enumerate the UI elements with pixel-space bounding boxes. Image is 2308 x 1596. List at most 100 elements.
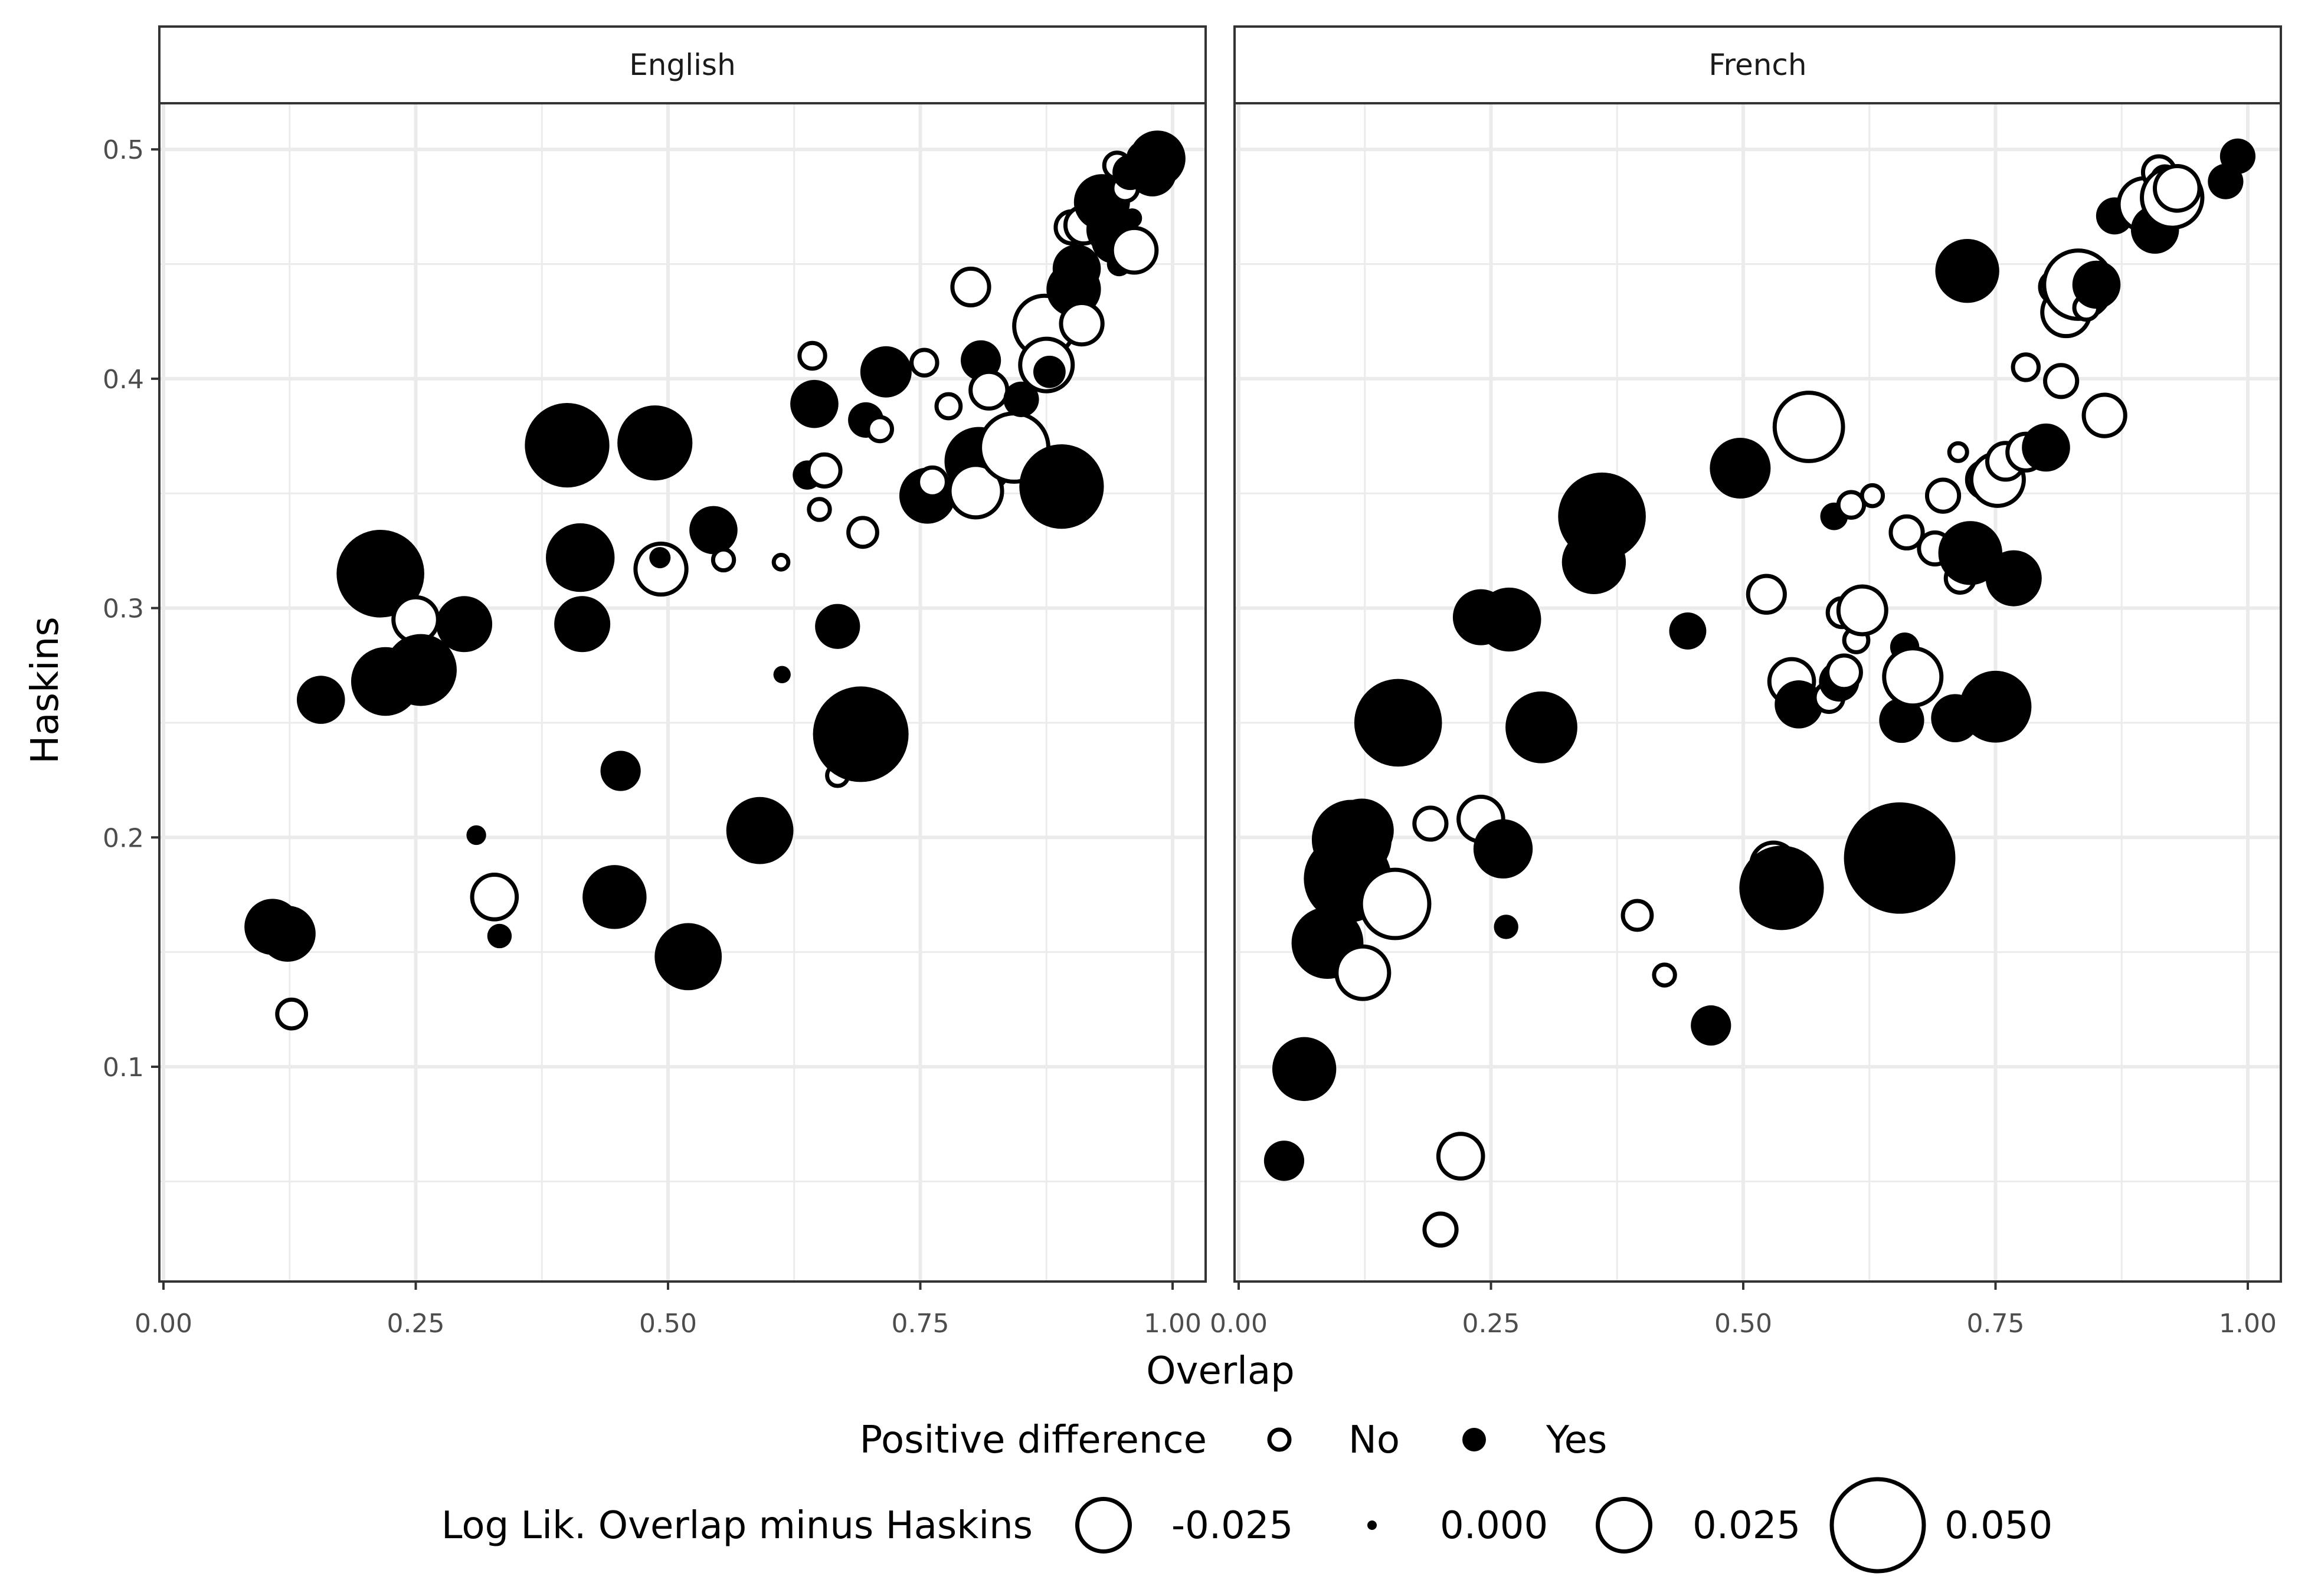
data-point <box>1959 670 2032 743</box>
data-point <box>815 604 860 649</box>
panel-french: French 0.00 0.25 0.50 0.75 1.00 <box>1210 25 2282 1339</box>
data-point <box>726 797 794 864</box>
facet-strip <box>158 25 1207 104</box>
legend-key-size <box>1367 1520 1377 1530</box>
data-point <box>487 923 512 949</box>
x-tick-label: 1.00 <box>2219 1309 2277 1339</box>
data-point <box>1473 819 1533 879</box>
legend-key-size <box>1075 1497 1132 1554</box>
data-point <box>968 369 1010 411</box>
data-point <box>1477 587 1541 652</box>
x-tick-label: 0.75 <box>1967 1309 2025 1339</box>
x-axis-title: Overlap <box>1146 1349 1295 1393</box>
data-point <box>711 547 736 573</box>
y-tick-label: 0.4 <box>103 365 144 395</box>
data-point <box>1272 1037 1337 1102</box>
legend-label-fill: No <box>1348 1418 1400 1462</box>
x-tick-label: 1.00 <box>1144 1309 1202 1339</box>
data-point <box>947 463 1004 520</box>
data-point <box>259 906 316 962</box>
legend-key-size <box>1829 1477 1926 1574</box>
data-point <box>436 596 493 653</box>
legend-key-size <box>1596 1497 1652 1554</box>
data-point <box>466 825 486 845</box>
data-point <box>1334 944 1392 1001</box>
data-point <box>1620 899 1654 932</box>
data-point <box>807 497 832 522</box>
data-point <box>846 516 879 549</box>
data-point <box>1746 573 1787 615</box>
data-point <box>1558 472 1646 561</box>
data-point <box>860 346 912 398</box>
y-tick-label: 0.5 <box>103 135 144 165</box>
data-point <box>934 392 963 421</box>
x-tick-label: 0.25 <box>1462 1309 1520 1339</box>
data-point <box>1003 381 1039 417</box>
data-point <box>771 553 791 572</box>
data-point <box>1052 244 1101 293</box>
data-point <box>275 997 309 1031</box>
panel-english: English 0.00 0.25 0.50 0.75 1.00 0.1 0.2 0.3 0.4 0… <box>103 25 1207 1339</box>
data-point <box>296 676 345 724</box>
data-point <box>1882 646 1944 708</box>
legend: Positive difference No Yes Log Lik. Overlap… <box>441 1418 2052 1574</box>
data-point <box>336 529 424 618</box>
legend-key-fill <box>1267 1427 1292 1452</box>
data-point <box>916 465 949 499</box>
data-point <box>1985 550 2042 607</box>
legend-label-size: -0.025 <box>1171 1504 1293 1548</box>
facet-label: English <box>629 48 736 82</box>
data-point <box>1772 391 1845 463</box>
data-point <box>654 923 722 991</box>
data-point <box>1775 680 1823 729</box>
data-point <box>1354 679 1442 767</box>
y-tick-label: 0.2 <box>103 823 144 853</box>
data-point <box>1739 845 1824 930</box>
data-point <box>1691 1005 1731 1046</box>
legend-title-fill: Positive difference <box>860 1418 1207 1462</box>
x-tick-label: 0.00 <box>1210 1309 1268 1339</box>
data-point <box>582 865 647 929</box>
x-tick-label: 0.75 <box>892 1309 950 1339</box>
data-point <box>1019 444 1104 529</box>
data-point <box>1935 239 1999 303</box>
data-point <box>1879 697 1924 743</box>
data-point <box>1109 225 1159 275</box>
data-point <box>909 348 939 378</box>
data-point <box>1033 355 1066 388</box>
data-point <box>2072 260 2121 309</box>
data-point <box>1358 867 1432 940</box>
data-point <box>790 379 839 428</box>
data-point <box>1059 300 1105 347</box>
data-point <box>866 415 894 444</box>
data-point <box>1263 1141 1305 1181</box>
data-point <box>1888 514 1925 550</box>
legend-label-fill: Yes <box>1546 1418 1607 1462</box>
data-point <box>633 541 689 597</box>
data-point <box>1652 962 1677 988</box>
data-point <box>470 873 519 922</box>
data-point <box>525 403 610 488</box>
y-tick-label: 0.3 <box>103 594 144 624</box>
data-point <box>2022 423 2070 472</box>
data-point <box>1669 612 1707 650</box>
data-point <box>1122 208 1142 228</box>
data-point <box>1825 653 1863 692</box>
x-tick-label: 0.50 <box>1714 1309 1772 1339</box>
data-point <box>2043 363 2080 399</box>
data-point <box>1844 802 1956 914</box>
legend-label-size: 0.025 <box>1692 1504 1800 1548</box>
x-tick-label: 0.50 <box>639 1309 697 1339</box>
data-point <box>773 666 791 683</box>
data-point <box>649 547 671 569</box>
legend-key-fill <box>1462 1428 1486 1451</box>
data-point <box>806 452 843 489</box>
data-point <box>1412 805 1449 842</box>
data-point <box>797 340 827 371</box>
data-point <box>1505 691 1577 763</box>
data-point <box>1710 437 1771 499</box>
facet-strip <box>1233 25 2282 104</box>
data-point <box>1938 521 2002 585</box>
